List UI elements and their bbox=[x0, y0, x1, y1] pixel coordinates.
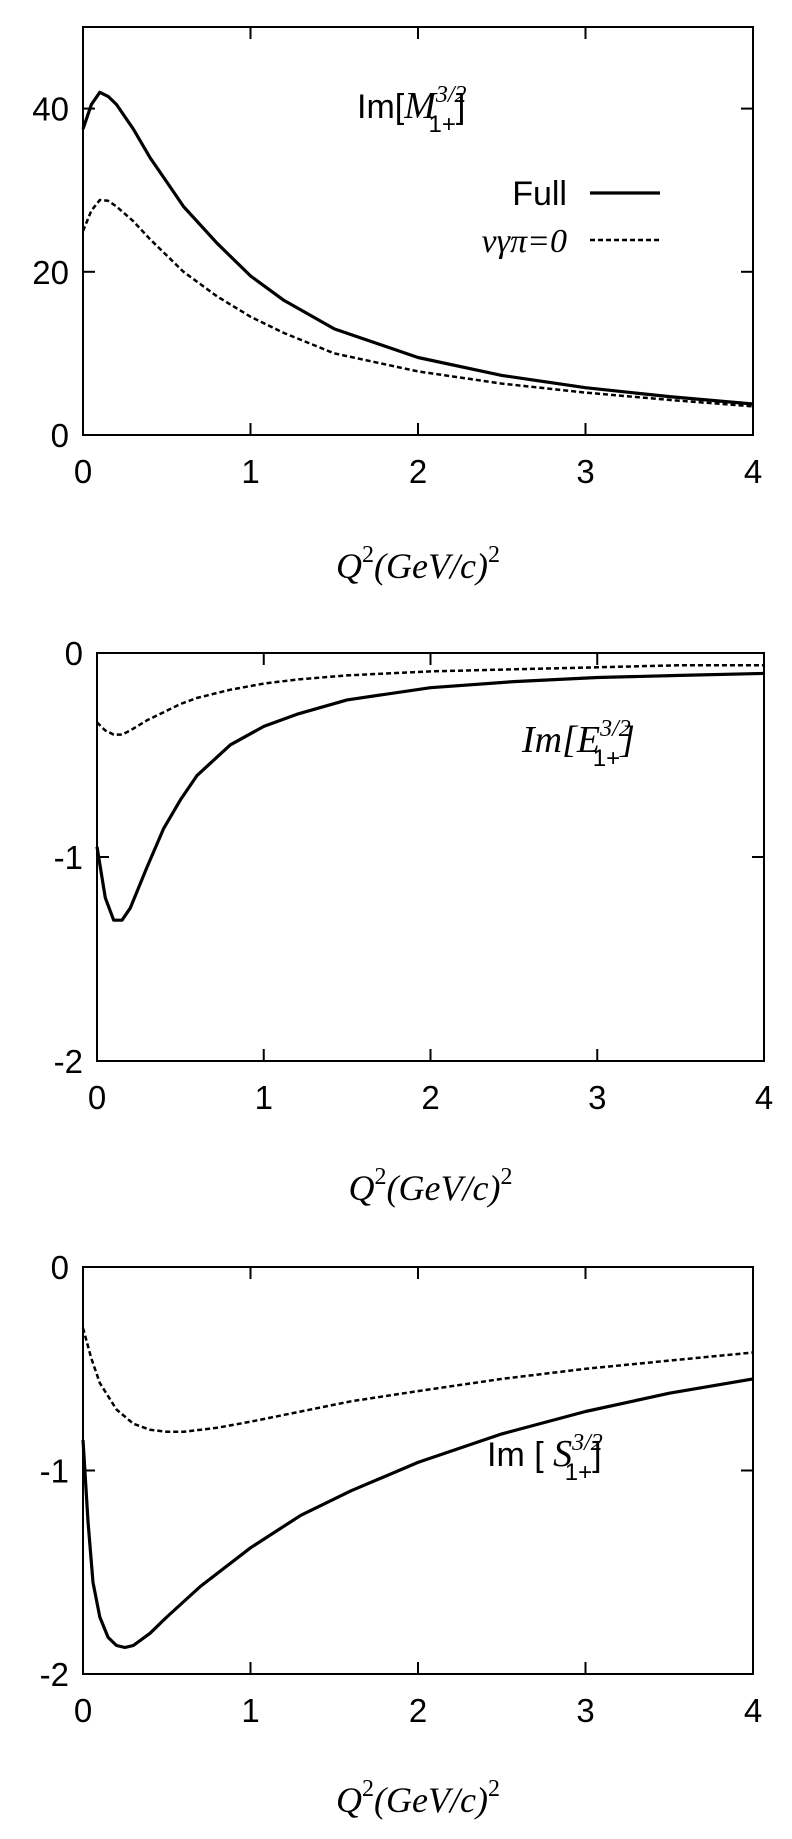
x-axis-label: Q2(GeV/c)2 bbox=[336, 542, 500, 586]
y-tick-label: 0 bbox=[51, 1249, 69, 1286]
chart-3: 0 1 2 3 4 0 -1 -2 Im [ S3/2 1+] Q2(GeV/c)2 bbox=[40, 1249, 763, 1820]
chart-title: Im[M3/2 1+] bbox=[357, 82, 467, 138]
y-tick-label: 20 bbox=[32, 254, 69, 291]
legend-label-full: Full bbox=[512, 175, 567, 213]
y-tick-label: -2 bbox=[54, 1043, 83, 1080]
x-axis-label: Q2(GeV/c)2 bbox=[349, 1164, 513, 1208]
dashed-series-line bbox=[96, 663, 764, 736]
legend-label-dashed: νγπ=0 bbox=[482, 223, 567, 260]
plot-frame bbox=[82, 1266, 754, 1675]
plot-frame bbox=[96, 652, 765, 1062]
x-axis-label: Q2(GeV/c)2 bbox=[336, 1776, 500, 1820]
x-tick-label: 1 bbox=[241, 453, 259, 490]
legend: Full νγπ=0 bbox=[482, 175, 660, 260]
x-tick-label: 1 bbox=[241, 1692, 259, 1729]
x-tick-label: 4 bbox=[744, 453, 762, 490]
x-tick-label: 3 bbox=[576, 1692, 594, 1729]
chart-2: 0 1 2 3 4 0 -1 -2 Im[E3/2 1+] Q2(GeV/c)2 bbox=[54, 635, 774, 1208]
y-tick-label: -1 bbox=[40, 1453, 69, 1490]
x-tick-label: 0 bbox=[74, 1692, 92, 1729]
x-tick-label: 2 bbox=[409, 453, 427, 490]
chart-title: Im[E3/2 1+] bbox=[521, 716, 635, 772]
x-tick-label: 3 bbox=[588, 1079, 606, 1116]
solid-series-line bbox=[95, 671, 765, 922]
x-tick-label: 3 bbox=[576, 453, 594, 490]
y-tick-label: 40 bbox=[32, 91, 69, 128]
x-tick-label: 2 bbox=[409, 1692, 427, 1729]
solid-series-line bbox=[81, 90, 754, 406]
dashed-series-line bbox=[81, 1327, 754, 1434]
x-tick-label: 1 bbox=[255, 1079, 273, 1116]
x-tick-label: 4 bbox=[744, 1692, 762, 1729]
x-tick-label: 2 bbox=[421, 1079, 439, 1116]
x-tick-label: 0 bbox=[74, 453, 92, 490]
y-tick-label: 0 bbox=[65, 635, 83, 672]
x-tick-label: 0 bbox=[88, 1079, 106, 1116]
y-tick-label: -2 bbox=[40, 1656, 69, 1693]
chart-title: Im [ S3/2 1+] bbox=[487, 1430, 603, 1486]
y-tick-label: 0 bbox=[51, 417, 69, 454]
solid-series-line bbox=[81, 1377, 754, 1650]
dashed-series-line bbox=[81, 198, 754, 408]
x-tick-label: 4 bbox=[755, 1079, 773, 1116]
y-tick-label: -1 bbox=[54, 839, 83, 876]
